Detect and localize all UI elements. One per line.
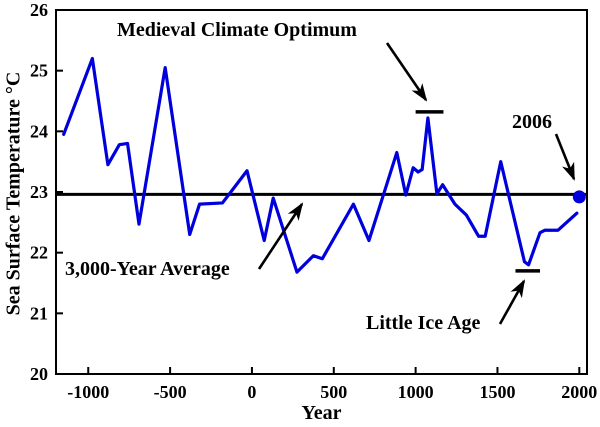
x-tick-label: -1000 (67, 382, 109, 402)
x-tick-label: 1000 (398, 382, 434, 402)
arrow-3000-year-average (257, 202, 304, 270)
y-tick-label: 22 (30, 243, 48, 263)
y-tick-label: 24 (30, 121, 48, 141)
arrow-medieval-climate-optimum (385, 42, 428, 102)
y-tick-label: 23 (30, 182, 48, 202)
temperature-line (62, 56, 579, 274)
arrow-little-ice-age (498, 279, 526, 325)
annotation-little-ice-age: Little Ice Age (366, 312, 481, 334)
x-tick-label: 500 (320, 382, 347, 402)
y-tick-label: 26 (30, 0, 48, 20)
arrow-2006 (554, 133, 576, 181)
annotation-3000-year-average: 3,000-Year Average (65, 258, 230, 280)
x-axis-title: Year (301, 402, 342, 424)
x-tick-label: 1500 (479, 382, 515, 402)
x-tick-label: 0 (247, 382, 256, 402)
y-tick-label: 21 (30, 303, 48, 323)
y-tick-label: 20 (30, 364, 48, 384)
x-tick-label: 2000 (561, 382, 597, 402)
x-tick-label: -500 (154, 382, 187, 402)
annotation-medieval-climate-optimum: Medieval Climate Optimum (117, 19, 357, 41)
annotation-2006: 2006 (512, 111, 552, 133)
y-tick-label: 25 (30, 61, 48, 81)
y-axis-title: Sea Surface Temperature °C (2, 71, 25, 316)
data-point-2006 (572, 190, 586, 204)
